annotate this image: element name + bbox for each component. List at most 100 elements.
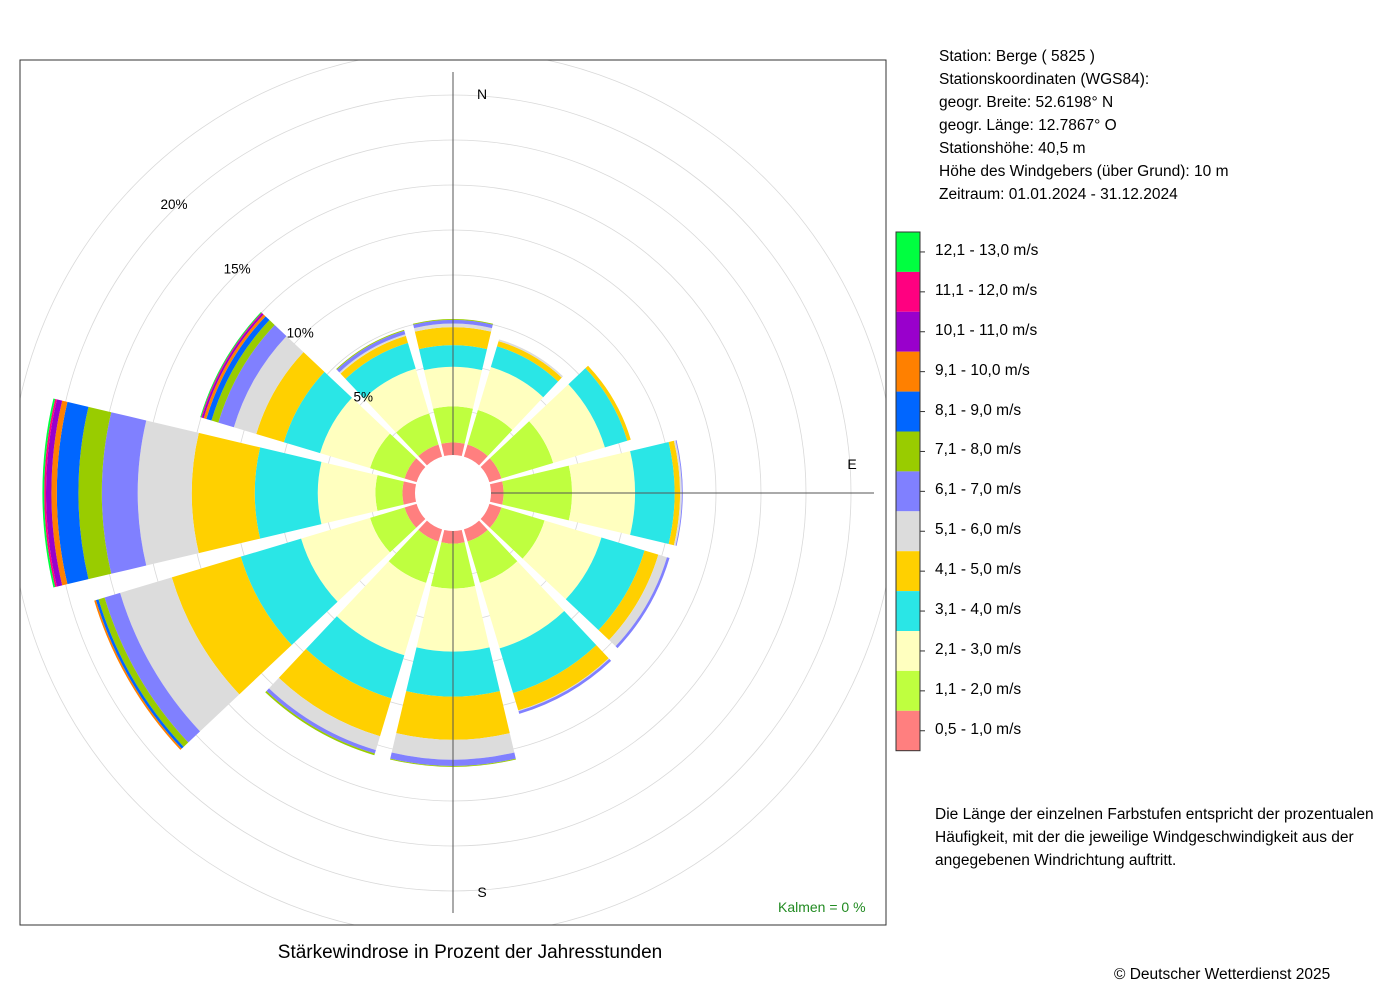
segment-300-bin-0 — [404, 458, 426, 483]
segment-60-bin-3 — [568, 368, 628, 448]
legend-swatch-4 — [896, 551, 920, 592]
legend-label-1: 1,1 - 2,0 m/s — [935, 680, 1022, 698]
segment-150-bin-0 — [463, 520, 488, 542]
segment-120-bin-5 — [609, 554, 667, 647]
sector-210 — [265, 520, 443, 756]
legend-swatch-7 — [896, 431, 920, 472]
segment-210-bin-5 — [268, 677, 381, 751]
segment-120-bin-1 — [489, 507, 545, 559]
legend-label-12: 12,1 - 13,0 m/s — [935, 241, 1039, 259]
legend-swatch-6 — [896, 471, 920, 512]
sector-30 — [463, 339, 564, 466]
legend-swatch-1 — [896, 670, 920, 711]
wind-sensor-height: Höhe des Windgebers (über Grund): 10 m — [939, 163, 1229, 180]
legend-label-8: 8,1 - 9,0 m/s — [935, 401, 1022, 419]
compass-label-N: N — [477, 86, 487, 102]
radial-tick-label: 20% — [161, 197, 188, 212]
sector-300 — [200, 312, 426, 483]
segment-240-bin-4 — [171, 556, 292, 695]
compass-axes — [452, 72, 874, 913]
station-info: Station: Berge ( 5825 ) Stationskoordina… — [939, 45, 1228, 206]
segment-180-bin-7 — [390, 758, 516, 767]
sector-240 — [94, 503, 426, 750]
compass-label-E: E — [847, 456, 856, 472]
segment-240-bin-3 — [240, 538, 338, 645]
legend-label-5: 5,1 - 6,0 m/s — [935, 521, 1022, 539]
segment-150-bin-2 — [479, 561, 565, 649]
copyright-notice: © Deutscher Wetterdienst 2025 — [1114, 966, 1331, 983]
plot-frame — [19, 59, 887, 926]
segment-0-bin-6 — [413, 320, 493, 329]
segment-90-bin-6 — [675, 440, 683, 546]
wind-rose-sectors — [42, 312, 683, 767]
segment-90-bin-5 — [673, 440, 682, 546]
segment-270-bin-6 — [101, 412, 147, 574]
legend-swatch-8 — [896, 391, 920, 432]
segment-270-bin-3 — [254, 447, 322, 539]
segment-30-bin-1 — [467, 410, 513, 457]
sector-270 — [42, 398, 417, 588]
legend-swatch-10 — [896, 311, 920, 352]
station-name: Station: Berge ( 5825 ) — [939, 48, 1095, 65]
segment-150-bin-1 — [467, 529, 518, 583]
segment-120-bin-2 — [522, 520, 602, 600]
segment-0-bin-5 — [414, 323, 492, 332]
segment-330-bin-1 — [396, 413, 439, 457]
legend-swatch-11 — [896, 271, 920, 312]
time-period: Zeitraum: 01.01.2024 - 31.12.2024 — [939, 186, 1178, 203]
segment-300-bin-5 — [233, 336, 304, 434]
segment-210-bin-0 — [418, 520, 443, 542]
segment-270-bin-9 — [51, 400, 68, 586]
chart-title: Stärkewindrose in Prozent der Jahresstun… — [277, 942, 663, 963]
segment-330-bin-0 — [418, 444, 443, 466]
legend-swatch-12 — [896, 232, 920, 272]
segment-210-bin-2 — [336, 561, 427, 656]
segment-90-bin-4 — [668, 440, 681, 546]
legend-label-9: 9,1 - 10,0 m/s — [935, 361, 1030, 379]
segment-270-bin-2 — [317, 461, 378, 525]
segment-330-bin-2 — [363, 368, 430, 433]
segment-60-bin-2 — [529, 384, 605, 463]
segment-120-bin-3 — [565, 537, 645, 631]
segment-120-bin-4 — [598, 550, 659, 641]
segment-150-bin-6 — [518, 658, 612, 714]
segment-30-bin-2 — [477, 366, 544, 430]
segment-330-bin-4 — [340, 335, 408, 379]
segment-210-bin-1 — [388, 529, 439, 583]
segment-210-bin-4 — [278, 649, 392, 737]
explanation-note: Die Länge der einzelnen Farbstufen entsp… — [935, 806, 1374, 869]
sector-330 — [336, 329, 443, 466]
segment-330-bin-3 — [345, 342, 416, 399]
segment-120-bin-0 — [480, 503, 502, 528]
legend-label-0: 0,5 - 1,0 m/s — [935, 720, 1022, 738]
segment-270-bin-0 — [402, 481, 417, 505]
legend-label-10: 10,1 - 11,0 m/s — [935, 321, 1038, 339]
legend-swatch-9 — [896, 351, 920, 392]
segment-240-bin-6 — [104, 592, 201, 743]
legend-swatch-3 — [896, 591, 920, 631]
segment-300-bin-4 — [256, 352, 325, 443]
segment-270-bin-10 — [46, 399, 63, 587]
segment-0-bin-7 — [412, 319, 494, 325]
calm-percentage: Kalmen = 0 % — [778, 899, 866, 915]
segment-270-bin-1 — [375, 475, 404, 511]
segment-270-bin-5 — [137, 420, 199, 566]
segment-210-bin-6 — [266, 688, 376, 754]
sector-120 — [480, 503, 670, 649]
station-coordinates-heading: Stationskoordinaten (WGS84): — [939, 71, 1150, 88]
segment-240-bin-2 — [301, 517, 390, 602]
radial-tick-label: 10% — [287, 326, 314, 341]
legend-colorbar — [895, 231, 925, 752]
segment-120-bin-6 — [615, 557, 670, 649]
segment-60-bin-1 — [489, 421, 554, 479]
segment-270-bin-11 — [44, 398, 57, 588]
legend-label-11: 11,1 - 12,0 m/s — [935, 281, 1038, 299]
segment-60-bin-0 — [480, 458, 502, 483]
segment-270-bin-7 — [78, 406, 112, 580]
segment-150-bin-3 — [499, 611, 597, 694]
segment-300-bin-1 — [370, 433, 417, 479]
compass-label-S: S — [477, 884, 486, 900]
segment-240-bin-0 — [404, 503, 426, 528]
legend-label-4: 4,1 - 5,0 m/s — [935, 561, 1022, 579]
